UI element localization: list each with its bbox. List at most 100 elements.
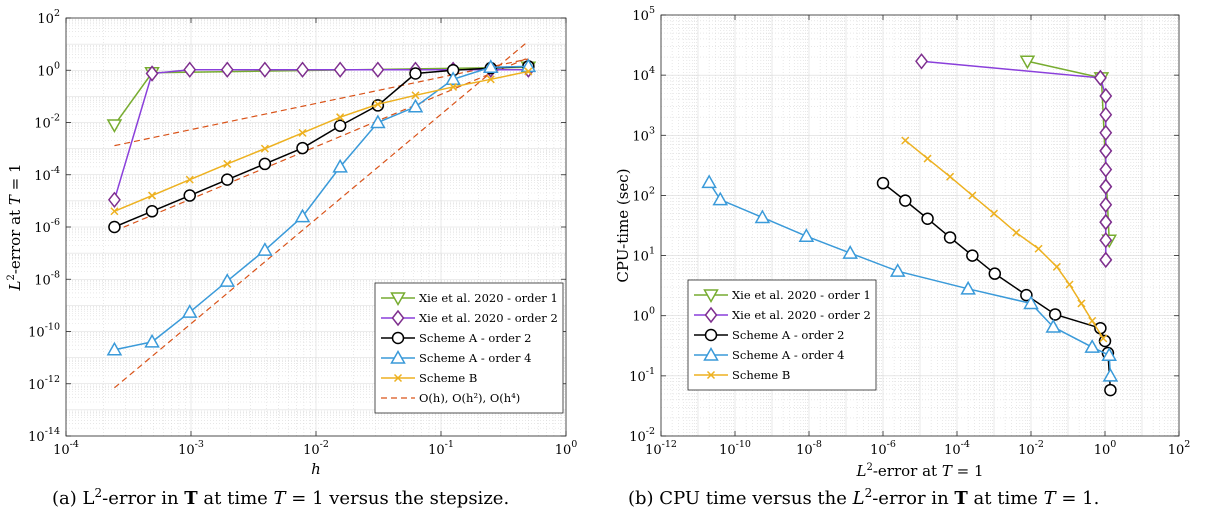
y-tick-label: 10-1 <box>629 366 655 385</box>
series-4 <box>110 67 533 216</box>
data-point <box>943 231 957 244</box>
series-3 <box>106 58 537 356</box>
data-point <box>223 159 232 168</box>
data-point <box>220 61 234 78</box>
data-point <box>145 65 159 82</box>
y-tick-label: 10-14 <box>28 426 60 445</box>
caption-a: (a) L2-error in T at time T = 1 versus t… <box>52 486 509 509</box>
caption-text: -error in <box>102 488 185 509</box>
data-point <box>1045 318 1062 333</box>
x-tick-label: 10-2 <box>303 439 329 458</box>
data-point <box>876 176 890 190</box>
data-point <box>298 128 307 137</box>
data-point <box>946 172 955 181</box>
caption-text: at time <box>967 488 1044 509</box>
data-point <box>145 205 159 218</box>
caption-text: L <box>852 488 865 509</box>
data-point <box>798 228 815 242</box>
data-point <box>923 154 932 163</box>
legend-label: Scheme B <box>419 371 477 385</box>
data-point <box>144 333 160 348</box>
data-point <box>1099 251 1113 269</box>
data-point <box>257 242 273 256</box>
data-point <box>106 341 123 356</box>
caption-text: at time <box>197 488 274 509</box>
error-vs-stepsize-chart: 10-4 10-3 10-2 10-1 100 10-14 10-12 10-10 10-8 10… <box>6 8 577 478</box>
x-tick-label: 100 <box>1094 439 1117 458</box>
data-point <box>333 119 347 133</box>
data-point <box>524 67 533 76</box>
y-tick-label: 10-4 <box>34 165 60 184</box>
data-point <box>1099 161 1113 178</box>
y-tick-label: 101 <box>632 246 655 265</box>
x-axis-label: h <box>311 460 321 478</box>
data-point <box>921 212 934 225</box>
data-point <box>108 220 121 234</box>
data-point <box>701 174 717 189</box>
caption-text: T <box>273 488 286 509</box>
caption-text: 2 <box>864 486 873 500</box>
y-tick-label: 10-2 <box>629 426 655 445</box>
data-point <box>371 61 385 78</box>
caption-text: -error in <box>872 488 955 509</box>
reference-line-0 <box>114 58 529 147</box>
y-tick-label: 100 <box>37 60 60 79</box>
data-point <box>407 98 424 113</box>
data-point <box>106 119 123 134</box>
data-point <box>332 158 348 173</box>
x-tick-label: 10-3 <box>178 439 204 458</box>
legend-label: Scheme A - order 4 <box>419 351 531 365</box>
data-point <box>842 245 859 259</box>
series-2 <box>108 60 535 234</box>
legend-marker <box>390 349 406 364</box>
data-point <box>107 191 121 209</box>
caption-text: CPU time versus the <box>653 488 853 509</box>
y-axis-label: L2-error at T = 1 <box>6 163 24 291</box>
y-tick-label: 10-2 <box>34 113 60 132</box>
data-point <box>183 189 196 202</box>
data-point <box>966 249 979 262</box>
data-point <box>219 273 236 287</box>
data-point <box>1102 367 1119 382</box>
data-point <box>296 61 309 78</box>
y-tick-label: 102 <box>632 185 655 204</box>
data-point <box>181 304 198 318</box>
series-3 <box>701 174 1119 382</box>
data-point <box>754 209 771 224</box>
data-point <box>1023 295 1039 310</box>
data-point <box>1101 347 1118 362</box>
data-point <box>260 144 269 153</box>
data-point <box>899 194 912 207</box>
x-tick-label: 10-2 <box>1018 439 1044 458</box>
data-point <box>258 61 272 78</box>
series-line-4 <box>114 70 529 212</box>
y-tick-label: 102 <box>37 8 60 27</box>
x-tick-label: 10-6 <box>870 439 896 458</box>
legend-marker <box>393 373 403 383</box>
data-point <box>1099 142 1113 160</box>
y-tick-label: 105 <box>632 5 655 24</box>
legend: Xie et al. 2020 - order 1 Xie et al. 2020… <box>687 279 877 391</box>
legend-marker <box>390 292 406 307</box>
data-point <box>1099 124 1113 142</box>
x-tick-label: 10-12 <box>645 439 677 458</box>
legend-marker <box>391 331 405 345</box>
data-point <box>1020 288 1033 302</box>
data-point <box>712 191 729 206</box>
data-point <box>336 113 345 122</box>
data-point <box>1084 339 1100 353</box>
data-point <box>1099 106 1113 123</box>
y-axis-label: CPU-time (sec) <box>614 168 632 282</box>
data-point <box>989 209 999 218</box>
data-point <box>1099 334 1108 343</box>
data-point <box>411 91 420 100</box>
series-line-2 <box>882 182 1112 391</box>
data-point <box>1052 262 1061 271</box>
legend-label: Xie et al. 2020 - order 1 <box>419 291 558 305</box>
data-point <box>258 157 272 171</box>
data-point <box>1099 213 1113 231</box>
y-tick-label: 100 <box>632 306 655 325</box>
y-tick-label: 103 <box>632 125 655 144</box>
data-point <box>915 53 928 70</box>
data-point <box>1077 299 1086 308</box>
